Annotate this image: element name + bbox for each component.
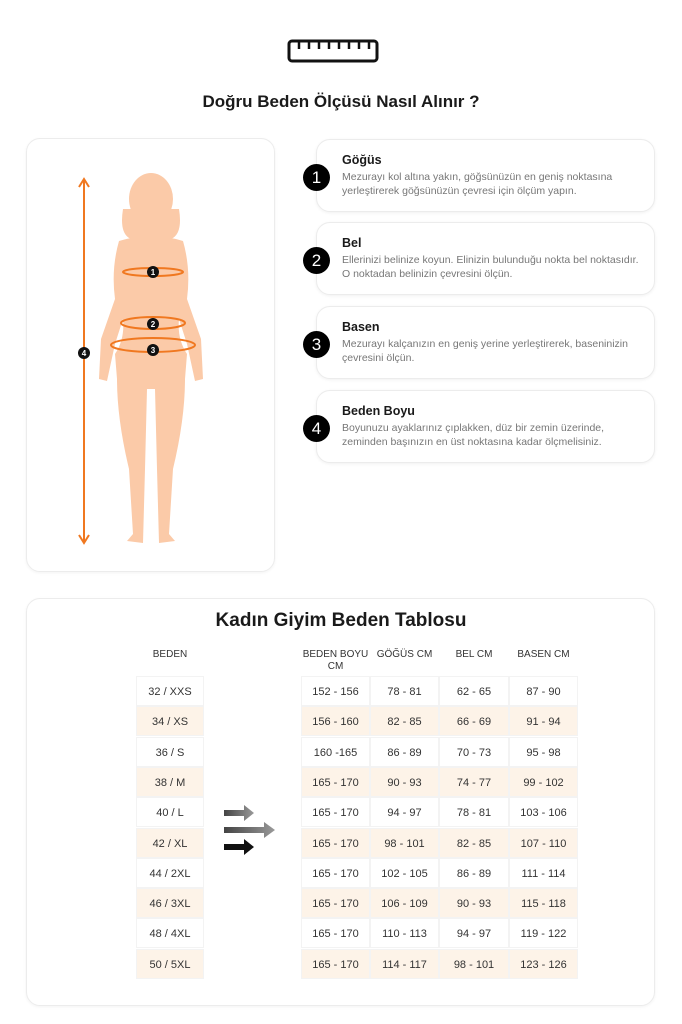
size-table-card [26,598,655,1006]
table-cell: 94 - 97 [370,797,439,828]
step-number: 3 [303,331,330,358]
table-cell: 87 - 90 [509,676,578,706]
table-cell: 165 - 170 [301,797,370,828]
table-cell: 123 - 126 [509,948,578,979]
table-cell: 66 - 69 [439,706,509,737]
size-cell: 44 / 2XL [136,857,204,888]
arrows-icon [224,805,275,855]
step-title: Basen [342,320,380,334]
size-cell: 32 / XXS [136,676,204,706]
step-title: Göğüs [342,153,382,167]
marker-4: 4 [82,349,87,358]
table-cell: 103 - 106 [509,797,578,828]
table-cell: 102 - 105 [370,857,439,888]
body-silhouette: 1 2 3 4 [78,173,203,545]
body-figure-card: 1 2 3 4 [26,138,275,572]
table-cell: 62 - 65 [439,676,509,706]
marker-3: 3 [151,346,156,355]
table-cell: 165 - 170 [301,857,370,888]
table-cell: 165 - 170 [301,888,370,919]
table-cell: 160 -165 [301,736,370,767]
table-cell: 99 - 102 [509,766,578,797]
size-cell: 38 / M [136,766,204,797]
column-header: GÖĞÜS CM [376,649,433,660]
step-text: Boyunuzu ayaklarınız çıplakken, düz bir … [342,422,605,448]
page-title: Doğru Beden Ölçüsü Nasıl Alınır ? [202,92,480,111]
step-title: Bel [342,236,362,250]
step-number: 2 [303,247,330,274]
size-cell: 50 / 5XL [136,948,204,979]
table-cell: 78 - 81 [439,797,509,828]
size-cell: 36 / S [136,736,204,767]
step-text: Ellerinizi belinize koyun. Elinizin bulu… [342,254,639,280]
table-cell: 90 - 93 [370,766,439,797]
table-cell: 98 - 101 [439,948,509,979]
size-cell: 46 / 3XL [136,888,204,919]
table-cell: 70 - 73 [439,736,509,767]
ruler-icon [287,39,379,63]
step-text: Mezurayı kol altına yakın, göğsünüzün en… [342,171,613,197]
table-cell: 86 - 89 [439,857,509,888]
size-header: BEDEN [152,649,188,660]
table-title: Kadın Giyim Beden Tablosu [215,610,467,631]
table-cell: 152 - 156 [301,676,370,706]
step-card-bel: 2 Bel Ellerinizi belinize koyun. Elinizi… [303,222,655,295]
marker-2: 2 [151,320,156,329]
column-header: BEL CM [455,649,493,660]
marker-1: 1 [151,268,156,277]
table-cell: 165 - 170 [301,766,370,797]
table-cell: 74 - 77 [439,766,509,797]
table-cell: 156 - 160 [301,706,370,737]
size-cell: 40 / L [136,797,204,828]
table-cell: 94 - 97 [439,918,509,949]
step-number: 1 [303,164,330,191]
step-number: 4 [303,415,330,442]
table-cell: 114 - 117 [370,948,439,979]
step-text: Mezurayı kalçanızın en geniş yerine yerl… [342,338,628,364]
size-cell: 42 / XL [136,827,204,858]
table-cell: 98 - 101 [370,827,439,858]
step-card-basen: 3 Basen Mezurayı kalçanızın en geniş yer… [303,306,655,379]
table-cell: 82 - 85 [439,827,509,858]
table-cell: 86 - 89 [370,736,439,767]
table-cell: 119 - 122 [509,918,578,949]
table-cell: 111 - 114 [509,857,578,888]
table-cell: 90 - 93 [439,888,509,919]
column-header: BASEN CM [517,649,570,660]
table-cell: 115 - 118 [509,888,578,919]
table-cell: 91 - 94 [509,706,578,737]
step-card-gogus: 1 Göğüs Mezurayı kol altına yakın, göğsü… [303,139,655,212]
size-cell: 48 / 4XL [136,918,204,949]
size-cell: 34 / XS [136,706,204,737]
table-cell: 165 - 170 [301,918,370,949]
table-cell: 95 - 98 [509,736,578,767]
table-cell: 82 - 85 [370,706,439,737]
column-header: BEDEN BOYU CM [302,649,369,672]
table-cell: 78 - 81 [370,676,439,706]
table-cell: 165 - 170 [301,827,370,858]
table-cell: 110 - 113 [370,918,439,949]
step-card-beden-boyu: 4 Beden Boyu Boyunuzu ayaklarınız çıplak… [303,390,655,463]
table-cell: 106 - 109 [370,888,439,919]
table-cell: 165 - 170 [301,948,370,979]
table-cell: 107 - 110 [509,827,578,858]
step-title: Beden Boyu [342,404,415,418]
